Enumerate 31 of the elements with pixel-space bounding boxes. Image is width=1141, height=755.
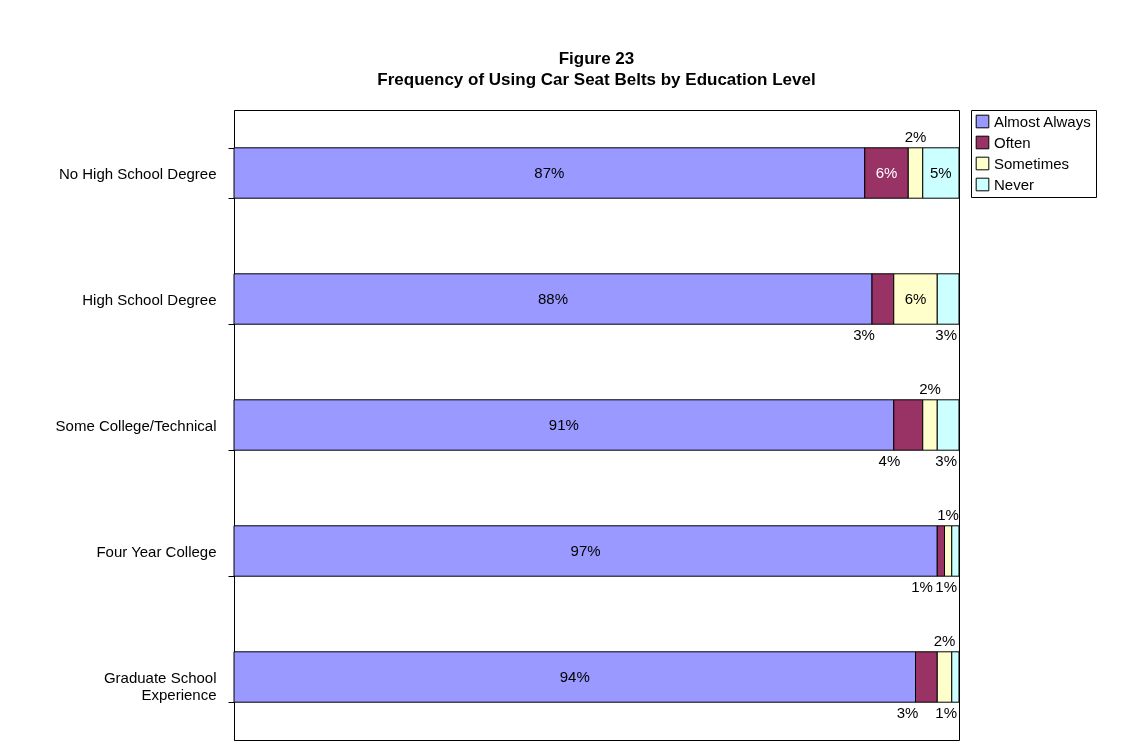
data-label: 1% xyxy=(937,506,959,523)
data-label: 87% xyxy=(534,164,565,181)
data-label: 1% xyxy=(935,704,957,721)
y-tick-label: Four Year College xyxy=(96,542,217,560)
data-label: 2% xyxy=(933,632,956,649)
legend-label: Often xyxy=(994,133,1031,151)
data-label: 5% xyxy=(930,164,952,181)
legend-label: Never xyxy=(994,175,1035,193)
y-tick-label: Some College/Technical xyxy=(55,416,217,434)
data-label: 4% xyxy=(878,452,901,469)
data-label: 3% xyxy=(935,326,957,343)
chart-title: Figure 23 xyxy=(558,49,635,68)
data-label: 6% xyxy=(875,164,898,181)
data-label: 97% xyxy=(570,542,601,559)
data-label: 1% xyxy=(935,578,957,595)
data-label: 94% xyxy=(559,668,590,685)
y-tick-label: Graduate School Experience xyxy=(103,668,217,703)
legend-label: Sometimes xyxy=(994,154,1070,172)
data-label: 88% xyxy=(537,290,569,307)
data-label: 3% xyxy=(896,704,919,721)
data-label: 91% xyxy=(548,416,579,433)
data-label: 2% xyxy=(919,380,941,397)
legend-label: Almost Always xyxy=(994,112,1091,130)
data-label: 3% xyxy=(935,452,957,469)
y-tick-label: High School Degree xyxy=(82,290,217,308)
y-tick-label: No High School Degree xyxy=(58,164,217,182)
data-label: 1% xyxy=(911,578,933,595)
data-label: 2% xyxy=(904,128,927,145)
chart-subtitle: Frequency of Using Car Seat Belts by Education Level xyxy=(377,70,816,89)
data-label: 3% xyxy=(853,326,875,343)
data-label: 6% xyxy=(904,290,927,307)
